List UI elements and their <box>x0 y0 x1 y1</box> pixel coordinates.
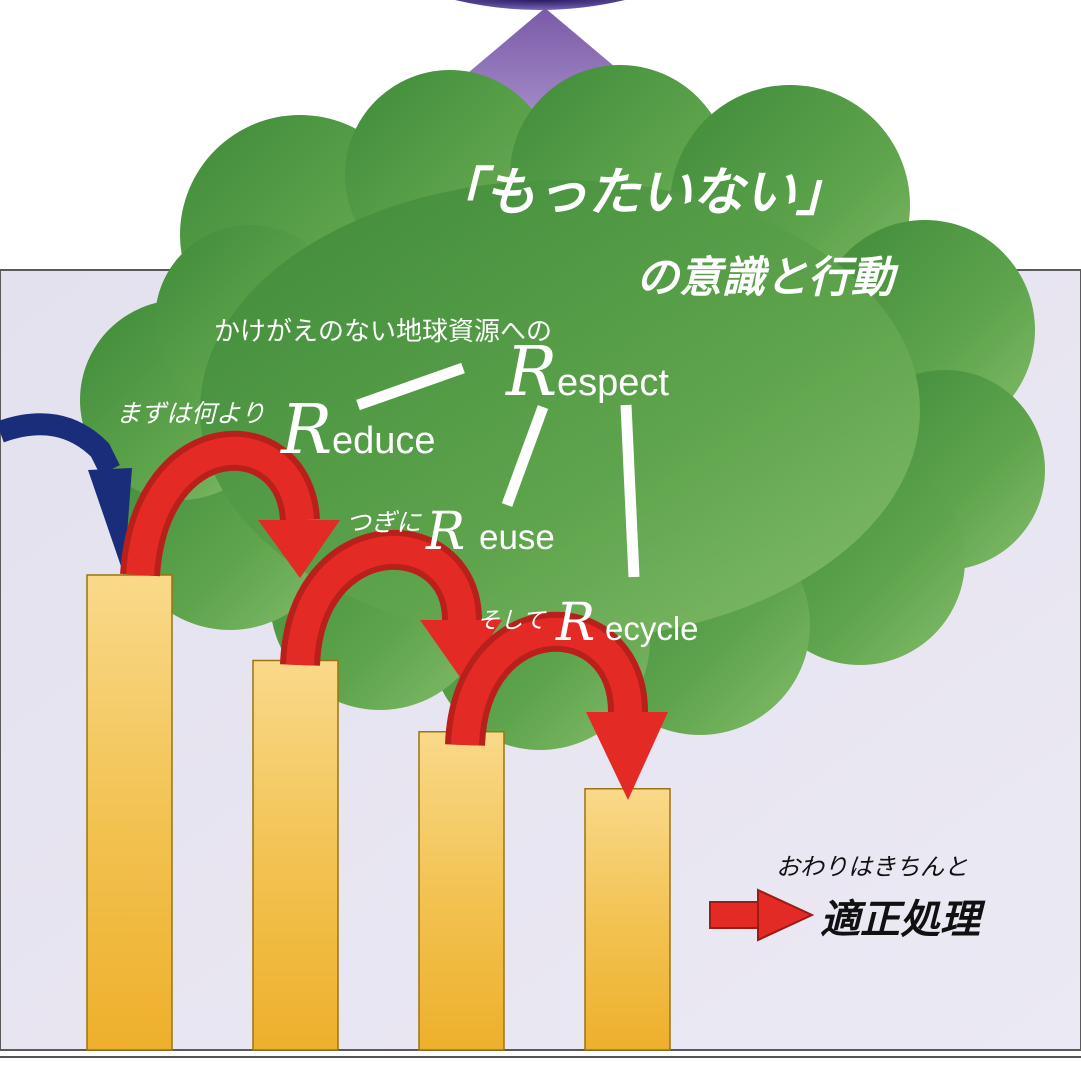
connector-recycle <box>620 404 640 578</box>
end-label: 適正処理 <box>820 897 986 943</box>
recycle-prefix: そして <box>477 608 547 634</box>
end-caption: おわりはきちんと <box>776 853 968 881</box>
respect-intro: かけがえのない地球資源への <box>214 317 552 347</box>
bar-2 <box>252 659 339 1051</box>
connector-reuse <box>501 405 549 507</box>
bar-3 <box>418 731 505 1051</box>
connector-reduce <box>356 362 465 411</box>
reduce-prefix: まずは何より <box>116 399 266 428</box>
bar-1 <box>86 574 173 1051</box>
reuse-prefix: つぎに <box>346 508 422 537</box>
cloud-title-line2: の意識と行動 <box>636 253 899 303</box>
reduce-r: R <box>279 391 332 470</box>
bar-group <box>86 574 671 1051</box>
disposal-arrow <box>709 888 815 942</box>
red-arrow-1 <box>120 430 340 578</box>
recycle-r: R <box>555 593 595 653</box>
up-arrow <box>450 8 640 168</box>
respect-r: R <box>504 333 557 412</box>
reuse-r: R <box>425 502 465 562</box>
bar-4 <box>584 788 671 1051</box>
reduce-suffix: educe <box>332 420 436 462</box>
connector-lines <box>356 362 640 578</box>
red-arrow-2 <box>280 530 502 680</box>
blue-arrow <box>0 413 132 575</box>
top-blob <box>455 0 625 10</box>
reuse-suffix: euse <box>479 518 555 557</box>
recycle-suffix: ecycle <box>605 610 699 647</box>
respect-suffix: espect <box>557 362 669 404</box>
cloud-title-line1: 「もったいない」 <box>432 163 848 223</box>
red-arrow-3 <box>445 611 668 800</box>
